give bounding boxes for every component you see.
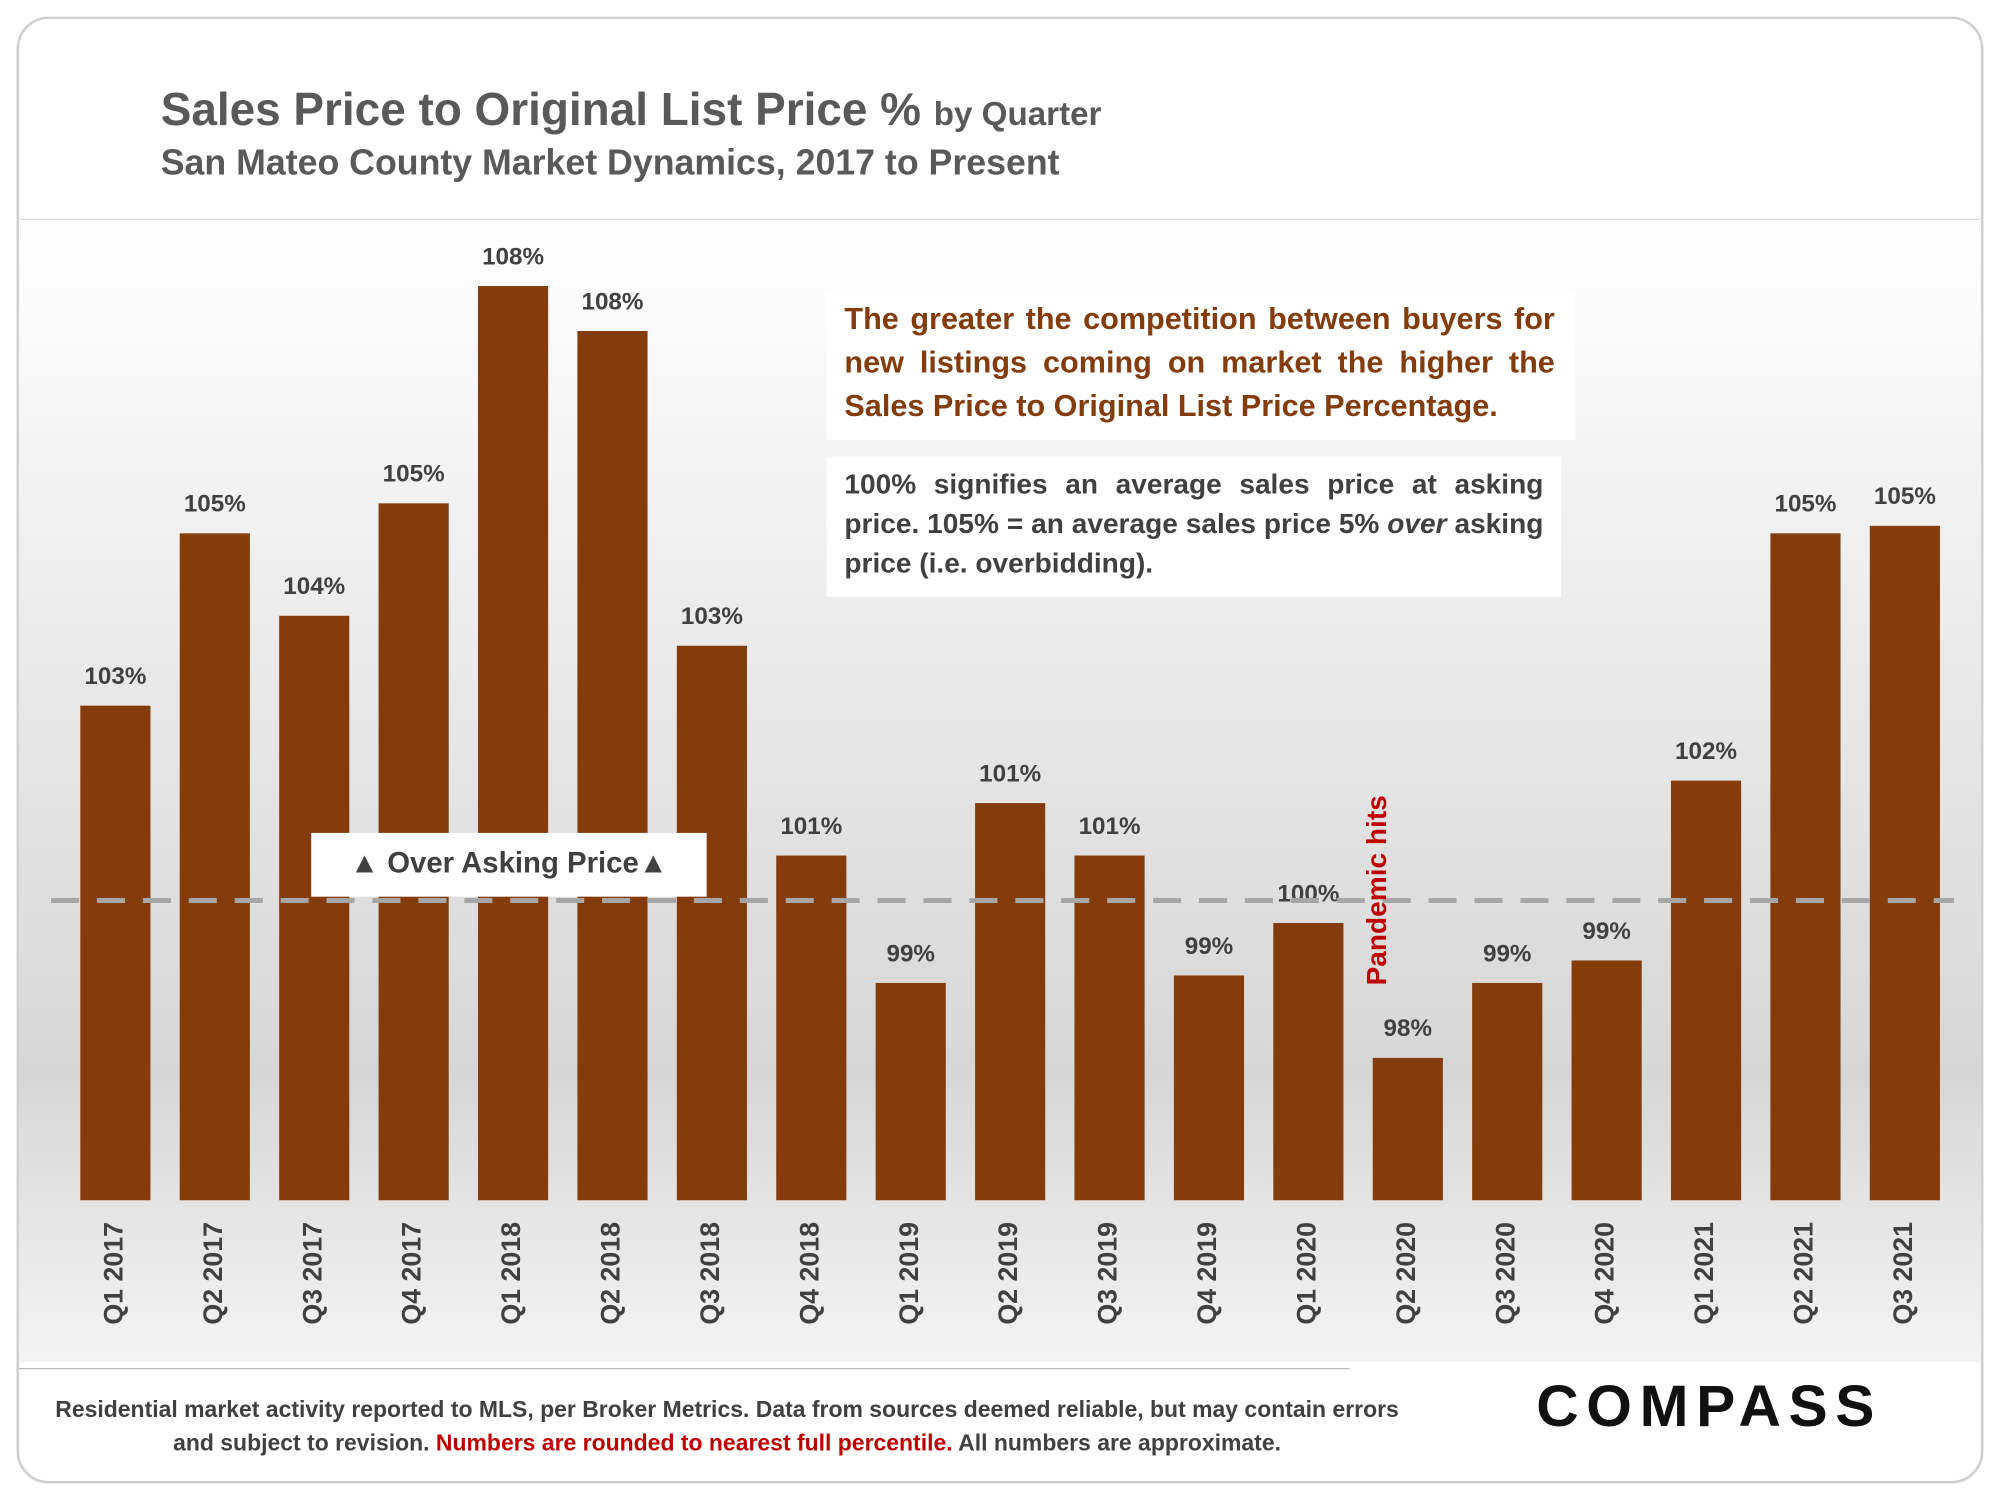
- title-suffix: by Quarter: [934, 96, 1102, 133]
- note-2-wrap: 100% signifies an average sales price at…: [844, 464, 1543, 583]
- x-tick-label: Q1 2018: [496, 1222, 526, 1325]
- reference-label-box: [311, 832, 707, 897]
- event-label: Pandemic hits: [1361, 795, 1392, 985]
- value-label: 105%: [383, 461, 445, 488]
- value-label: 105%: [184, 491, 246, 518]
- bar: [1372, 1057, 1443, 1201]
- value-label: 100%: [1277, 880, 1339, 907]
- value-label: 105%: [1774, 491, 1836, 518]
- x-tick-label: Q3 2020: [1490, 1222, 1520, 1325]
- x-tick-label: Q3 2018: [695, 1222, 725, 1325]
- value-label: 108%: [482, 243, 544, 270]
- bar: [776, 855, 847, 1201]
- chart-subtitle: San Mateo County Market Dynamics, 2017 t…: [161, 143, 1060, 183]
- bar: [1074, 855, 1145, 1201]
- bar: [577, 330, 648, 1201]
- value-label: 99%: [1582, 918, 1630, 945]
- bar: [1770, 533, 1841, 1201]
- bar: [179, 533, 250, 1201]
- x-tick-label: Q1 2017: [98, 1222, 128, 1325]
- value-label: 104%: [283, 573, 345, 600]
- logo: COMPASS: [1536, 1374, 1882, 1439]
- bar: [279, 615, 350, 1201]
- value-label: 101%: [979, 760, 1041, 787]
- footer-highlight: Numbers are rounded to nearest full perc…: [435, 1429, 953, 1456]
- note-2-text: asking price (i.e. overbidding).: [844, 507, 1544, 580]
- x-tick-label: Q2 2021: [1789, 1222, 1819, 1325]
- value-label: 99%: [1185, 933, 1233, 960]
- value-label: 108%: [581, 288, 643, 315]
- value-label: 99%: [1483, 940, 1531, 967]
- footer-wrap: Residential market activity reported to …: [38, 1393, 1416, 1459]
- note-2-italic: over: [1387, 507, 1447, 540]
- x-tick-label: Q4 2018: [794, 1222, 824, 1325]
- bar: [676, 645, 747, 1201]
- marks: 103% Q1 2017 105% Q2 2017 104% Q3 2017 105% Q4 …: [51, 243, 1955, 1325]
- bar: [1571, 960, 1642, 1201]
- value-label: 98%: [1384, 1015, 1432, 1042]
- bar: [80, 705, 151, 1201]
- x-tick-label: Q2 2019: [993, 1222, 1023, 1325]
- note-1-wrap: The greater the competition between buye…: [844, 302, 1555, 424]
- x-tick-label: Q3 2017: [297, 1222, 327, 1325]
- bar: [975, 803, 1046, 1201]
- x-tick-label: Q3 2019: [1093, 1222, 1123, 1325]
- x-tick-label: Q2 2017: [198, 1222, 228, 1325]
- bar: [1273, 922, 1344, 1201]
- chart-title: Sales Price to Original List Price % by Q…: [161, 83, 1102, 135]
- value-label: 103%: [681, 603, 743, 630]
- bar: [875, 982, 946, 1201]
- value-label: 105%: [1874, 483, 1936, 510]
- x-tick-label: Q4 2017: [397, 1222, 427, 1325]
- bar: [477, 286, 549, 1201]
- bar: [1173, 975, 1245, 1201]
- footer-text: All numbers are approximate.: [952, 1429, 1281, 1456]
- value-label: 99%: [886, 940, 934, 967]
- value-label: 102%: [1675, 738, 1737, 765]
- note-box: [826, 456, 1562, 597]
- title-main: Sales Price to Original List Price %: [161, 83, 921, 135]
- x-tick-label: Q1 2021: [1689, 1222, 1719, 1325]
- x-tick-label: Q3 2021: [1888, 1222, 1918, 1325]
- x-tick-label: Q2 2018: [596, 1222, 626, 1325]
- note-2: 100% signifies an average sales price at…: [844, 464, 1543, 583]
- footer: Residential market activity reported to …: [38, 1393, 1416, 1459]
- note-2-text: 100% signifies an average sales price at…: [844, 468, 1544, 540]
- value-label: 101%: [780, 813, 842, 840]
- note-box: [826, 293, 1576, 441]
- x-tick-label: Q4 2019: [1192, 1222, 1222, 1325]
- footer-text: Residential market activity reported to …: [55, 1396, 1399, 1456]
- reference-label: ▲ Over Asking Price▲: [350, 847, 668, 880]
- note-1: The greater the competition between buye…: [844, 302, 1555, 424]
- x-tick-label: Q4 2020: [1590, 1222, 1620, 1325]
- bar: [1869, 525, 1940, 1201]
- value-label: 103%: [84, 663, 146, 690]
- bar: [1670, 780, 1742, 1201]
- bar: [1472, 982, 1543, 1201]
- x-tick-label: Q1 2020: [1291, 1222, 1321, 1325]
- x-tick-label: Q2 2020: [1391, 1222, 1421, 1325]
- x-tick-label: Q1 2019: [894, 1222, 924, 1325]
- value-label: 101%: [1079, 813, 1141, 840]
